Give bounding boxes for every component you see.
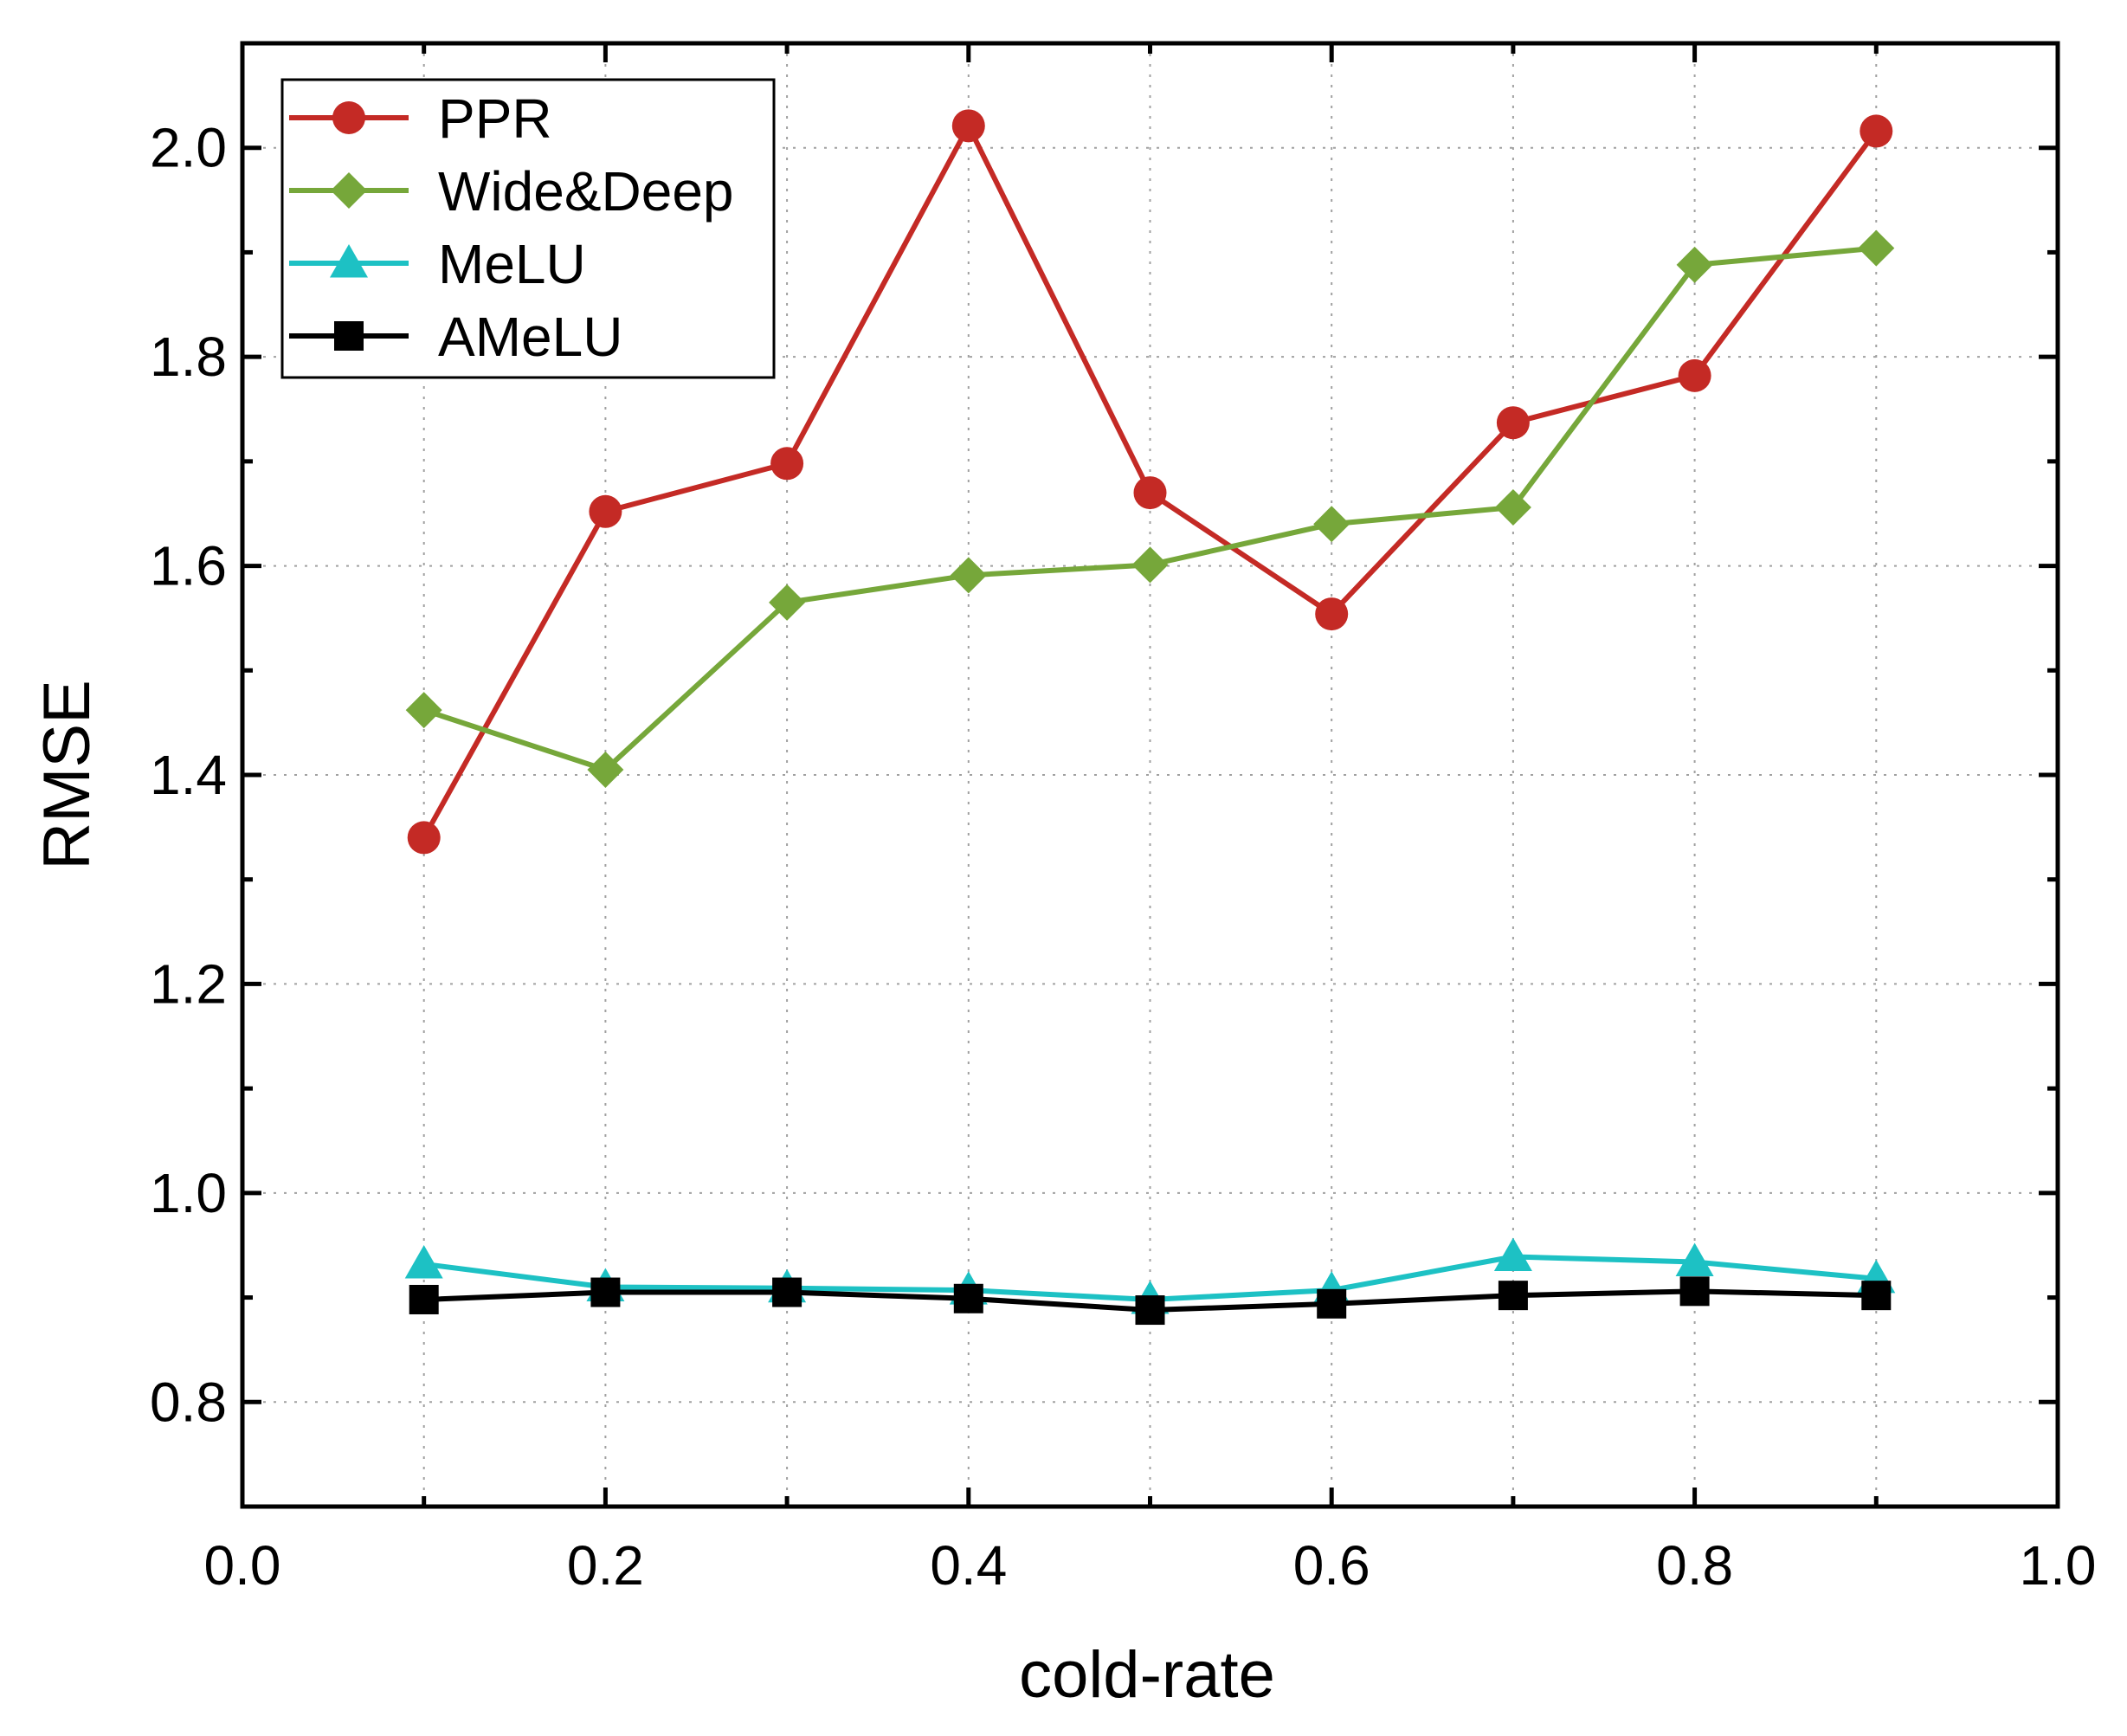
axes: 0.0 0.2 0.4 0.6 0.8 1.0 0.8 1.0 1.2 1.4 1.6 1.8 2.0 bbox=[150, 41, 2097, 1597]
series-group bbox=[404, 109, 1896, 1326]
x-tick-label: 0.0 bbox=[204, 1534, 281, 1597]
legend-marker bbox=[330, 244, 368, 278]
data-point bbox=[1675, 1242, 1714, 1277]
x-tick-label: 0.8 bbox=[1656, 1534, 1733, 1597]
x-tick-label: 0.6 bbox=[1293, 1534, 1370, 1597]
series-wide-deep bbox=[405, 229, 1895, 788]
legend-item: PPR bbox=[289, 87, 552, 150]
data-point bbox=[1860, 114, 1893, 148]
data-point bbox=[589, 494, 622, 528]
data-point bbox=[1678, 358, 1711, 392]
legend-label: MeLU bbox=[438, 233, 586, 295]
legend-label: Wide&Deep bbox=[438, 160, 734, 223]
y-tick-label: 2.0 bbox=[150, 117, 227, 179]
data-point bbox=[1135, 1295, 1165, 1326]
data-point bbox=[590, 1277, 621, 1307]
data-point bbox=[769, 584, 806, 621]
data-point bbox=[951, 109, 985, 143]
y-tick-label: 0.8 bbox=[150, 1371, 227, 1433]
data-point bbox=[1676, 246, 1713, 283]
data-point bbox=[1315, 597, 1349, 631]
legend-label: PPR bbox=[438, 87, 552, 150]
data-point bbox=[1494, 488, 1531, 526]
legend-item: AMeLU bbox=[289, 306, 622, 368]
data-point bbox=[953, 1283, 983, 1313]
data-point bbox=[409, 1284, 439, 1314]
legend-marker bbox=[334, 321, 364, 351]
y-tick-label: 1.2 bbox=[150, 952, 227, 1015]
y-tick-label: 1.4 bbox=[150, 744, 227, 806]
y-axis-title: RMSE bbox=[30, 680, 104, 870]
data-point bbox=[1493, 1237, 1532, 1271]
data-point bbox=[772, 1277, 802, 1307]
legend: PPR Wide&Deep MeLU AMeLU bbox=[280, 78, 776, 379]
series-amelu bbox=[409, 1276, 1892, 1326]
data-point bbox=[1498, 1281, 1528, 1311]
legend-box bbox=[280, 78, 776, 379]
data-point bbox=[1496, 406, 1530, 440]
data-point bbox=[404, 1244, 443, 1279]
x-tick-label: 0.4 bbox=[930, 1534, 1007, 1597]
x-axis-title: cold-rate bbox=[1019, 1638, 1275, 1712]
legend-item: MeLU bbox=[289, 233, 586, 295]
legend-marker bbox=[332, 101, 365, 134]
data-point bbox=[1131, 546, 1169, 584]
x-tick-label: 0.2 bbox=[567, 1534, 644, 1597]
data-point bbox=[1679, 1276, 1710, 1307]
series-ppr bbox=[407, 109, 1893, 855]
data-point bbox=[1858, 229, 1895, 267]
y-tick-label: 1.0 bbox=[150, 1162, 227, 1224]
data-point bbox=[1317, 1288, 1347, 1319]
data-point bbox=[1861, 1281, 1892, 1311]
data-point bbox=[407, 821, 441, 855]
legend-label: AMeLU bbox=[438, 306, 622, 368]
data-point bbox=[1313, 506, 1350, 543]
data-point bbox=[405, 692, 442, 729]
legend-item: Wide&Deep bbox=[289, 160, 734, 223]
x-tick-label: 1.0 bbox=[2020, 1534, 2097, 1597]
y-tick-label: 1.6 bbox=[150, 535, 227, 597]
data-point bbox=[770, 447, 804, 481]
y-tick-label: 1.8 bbox=[150, 326, 227, 388]
data-point bbox=[1133, 476, 1167, 510]
data-point bbox=[950, 557, 987, 594]
data-point bbox=[587, 751, 624, 788]
legend-marker bbox=[331, 172, 367, 209]
